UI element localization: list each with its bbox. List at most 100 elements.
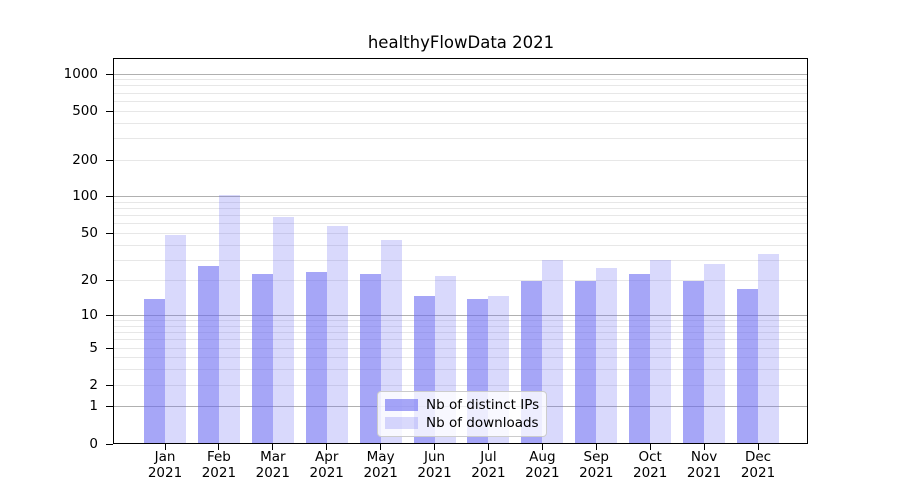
- y-gridline-major: [114, 73, 808, 75]
- y-gridline-minor: [114, 85, 808, 87]
- bar-distinct-ips: [737, 289, 758, 444]
- legend-swatch-icon: [385, 417, 418, 429]
- y-gridline-major: [114, 196, 808, 198]
- x-tick-month: Jan: [154, 449, 176, 465]
- legend-row-distinct-ips: Nb of distinct IPs: [385, 397, 539, 413]
- x-tick-year: 2021: [201, 464, 237, 481]
- x-tick-year: 2021: [632, 464, 668, 481]
- bar-distinct-ips: [683, 280, 705, 444]
- y-gridline-minor: [114, 232, 808, 234]
- y-tick-label: 500: [72, 102, 98, 119]
- bar-downloads: [165, 234, 186, 444]
- chart-title: healthyFlowData 2021: [367, 33, 555, 52]
- bar-downloads: [758, 253, 779, 444]
- x-tick-label: Apr 2021: [299, 449, 355, 481]
- y-gridline-minor: [114, 110, 808, 112]
- legend: Nb of distinct IPs Nb of downloads: [377, 391, 547, 437]
- x-tick-label: Mar 2021: [245, 449, 301, 481]
- legend-row-downloads: Nb of downloads: [385, 415, 539, 431]
- y-gridline-minor: [114, 201, 808, 203]
- x-tick-mark: [380, 444, 382, 450]
- x-tick-label: Jul 2021: [460, 449, 516, 481]
- x-tick-month: Aug: [529, 449, 556, 465]
- y-tick-label: 1000: [63, 65, 98, 82]
- y-tick-label: 10: [80, 307, 98, 324]
- y-tick-label: 5: [89, 339, 98, 356]
- x-tick-month: May: [366, 449, 395, 465]
- y-gridline-minor: [114, 100, 808, 102]
- y-gridline-minor: [114, 325, 808, 327]
- x-tick-mark: [326, 444, 328, 450]
- x-tick-year: 2021: [363, 464, 398, 481]
- x-tick-mark: [434, 444, 436, 450]
- plot-area: [114, 59, 808, 444]
- y-gridline-minor: [114, 223, 808, 225]
- x-tick-year: 2021: [255, 464, 290, 481]
- x-tick-month: Jul: [480, 449, 497, 465]
- x-tick-year: 2021: [309, 464, 344, 481]
- y-gridline-minor: [114, 79, 808, 81]
- legend-label: Nb of downloads: [426, 415, 539, 431]
- x-tick-month: Nov: [690, 449, 718, 465]
- bar-distinct-ips: [144, 298, 165, 444]
- x-tick-label: Jun 2021: [407, 449, 463, 481]
- x-tick-mark: [272, 444, 274, 450]
- bar-downloads: [272, 217, 294, 444]
- y-tick-label: 100: [72, 188, 98, 205]
- y-tick-mark: [106, 443, 113, 445]
- x-tick-month: Jun: [423, 449, 446, 465]
- y-tick-label: 50: [80, 224, 98, 241]
- y-gridline-minor: [114, 208, 808, 210]
- y-gridline-minor: [114, 347, 808, 349]
- legend-swatch-icon: [385, 399, 418, 411]
- y-gridline-minor: [114, 215, 808, 217]
- y-tick-label: 200: [72, 151, 98, 168]
- x-tick-label: Jan 2021: [137, 449, 193, 481]
- x-tick-label: Feb 2021: [191, 449, 247, 481]
- y-tick-mark: [106, 232, 113, 234]
- bar-downloads: [596, 267, 618, 444]
- y-gridline-minor: [114, 92, 808, 94]
- x-tick-label: Aug 2021: [514, 449, 570, 481]
- y-tick-mark: [106, 159, 113, 161]
- x-tick-year: 2021: [147, 464, 183, 481]
- x-tick-year: 2021: [740, 464, 776, 481]
- x-tick-mark: [703, 444, 705, 450]
- bar-downloads: [542, 260, 564, 444]
- x-tick-year: 2021: [686, 464, 722, 481]
- x-tick-mark: [649, 444, 651, 450]
- y-tick-label: 0: [89, 435, 98, 452]
- y-tick-mark: [106, 384, 113, 386]
- x-tick-month: Sep: [583, 449, 609, 465]
- y-tick-mark: [106, 280, 113, 282]
- y-gridline-minor: [114, 332, 808, 334]
- y-gridline-minor: [114, 357, 808, 359]
- y-tick-mark: [106, 347, 113, 349]
- y-tick-mark: [106, 406, 113, 408]
- x-tick-label: Sep 2021: [568, 449, 624, 481]
- bar-downloads: [326, 225, 348, 444]
- y-gridline-minor: [114, 384, 808, 386]
- bar-distinct-ips: [629, 273, 651, 444]
- x-tick-mark: [487, 444, 489, 450]
- x-tick-year: 2021: [525, 464, 560, 481]
- x-tick-label: Dec 2021: [730, 449, 786, 481]
- x-tick-mark: [218, 444, 220, 450]
- x-tick-label: Oct 2021: [622, 449, 678, 481]
- x-tick-mark: [164, 444, 166, 450]
- y-gridline-minor: [114, 122, 808, 124]
- y-gridline-minor: [114, 137, 808, 139]
- y-tick-mark: [106, 315, 113, 317]
- y-gridline-minor: [114, 339, 808, 341]
- y-gridline-minor: [114, 259, 808, 261]
- y-gridline-minor: [114, 320, 808, 322]
- x-tick-year: 2021: [471, 464, 506, 481]
- y-gridline-minor: [114, 369, 808, 371]
- bar-distinct-ips: [251, 273, 273, 444]
- y-gridline-minor: [114, 244, 808, 246]
- x-tick-mark: [541, 444, 543, 450]
- bar-downloads: [218, 195, 240, 444]
- legend-label: Nb of distinct IPs: [426, 397, 540, 413]
- y-tick-label: 2: [89, 376, 98, 393]
- bar-distinct-ips: [359, 273, 381, 444]
